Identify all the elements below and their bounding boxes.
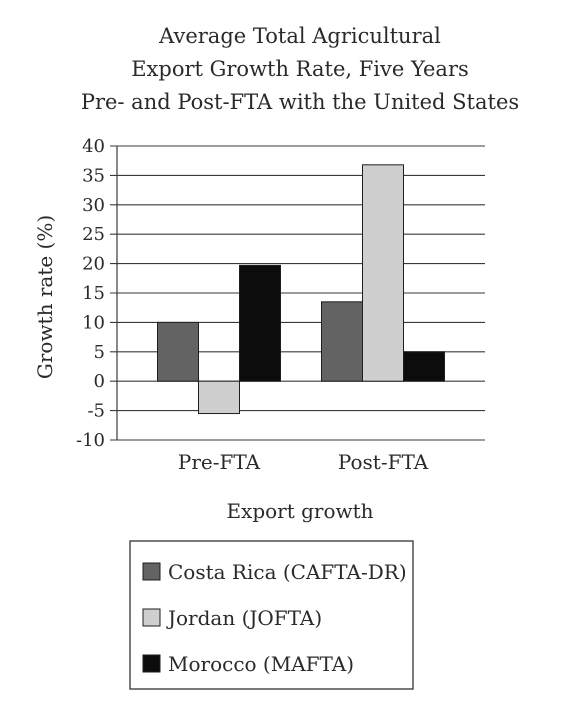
chart-title: Average Total Agricultural Export Growth… — [81, 24, 519, 114]
chart-title-line-2: Export Growth Rate, Five Years — [131, 57, 469, 81]
y-tick-label: 30 — [82, 195, 105, 216]
y-tick-label: 5 — [94, 342, 105, 363]
y-tick-label: 40 — [82, 136, 105, 157]
bar-costa-post-fta — [321, 301, 363, 382]
y-tick-labels: 40 35 30 25 20 15 10 5 0 -5 -10 — [76, 136, 105, 451]
y-tick-label: 25 — [82, 224, 105, 245]
legend-label: Morocco (MAFTA) — [168, 652, 354, 676]
legend-label: Jordan (JOFTA) — [166, 606, 322, 630]
y-tick-label: 10 — [82, 312, 105, 333]
x-axis-label: Export growth — [226, 499, 373, 523]
bar-morocco-post-fta — [403, 351, 445, 382]
x-tick-label: Post-FTA — [338, 450, 429, 474]
chart-title-line-1: Average Total Agricultural — [158, 24, 441, 48]
legend-swatch — [142, 608, 161, 627]
y-tick-label: -5 — [87, 401, 105, 422]
grid-lines — [110, 145, 485, 441]
y-tick-label: 15 — [82, 283, 105, 304]
legend-frame — [129, 540, 414, 690]
plot-area: 40 35 30 25 20 15 10 5 0 -5 -10 Pre-FTA Post-FTA — [76, 136, 485, 474]
y-tick-label: 0 — [94, 371, 105, 392]
x-tick-label: Pre-FTA — [178, 450, 261, 474]
chart-title-line-3: Pre- and Post-FTA with the United States — [81, 90, 519, 114]
bar-costa-pre-fta — [157, 321, 199, 382]
legend-items: Costa Rica (CAFTA-DR) Jordan (JOFTA) Moroc… — [142, 560, 407, 676]
y-tick-label: 35 — [82, 165, 105, 186]
bar-jordan-pre-fta — [198, 380, 240, 415]
bar-morocco-pre-fta — [239, 264, 281, 382]
x-tick-labels: Pre-FTA Post-FTA — [178, 450, 429, 474]
y-axis-label: Growth rate (%) — [33, 215, 57, 379]
legend-swatch — [142, 654, 161, 673]
y-tick-label: -10 — [76, 430, 105, 451]
legend-swatch — [142, 562, 161, 581]
legend-label: Costa Rica (CAFTA-DR) — [168, 560, 407, 584]
legend: Costa Rica (CAFTA-DR) Jordan (JOFTA) Moroc… — [129, 540, 414, 690]
bar-jordan-post-fta — [362, 164, 404, 382]
bars — [157, 164, 445, 415]
y-tick-label: 20 — [82, 254, 105, 275]
